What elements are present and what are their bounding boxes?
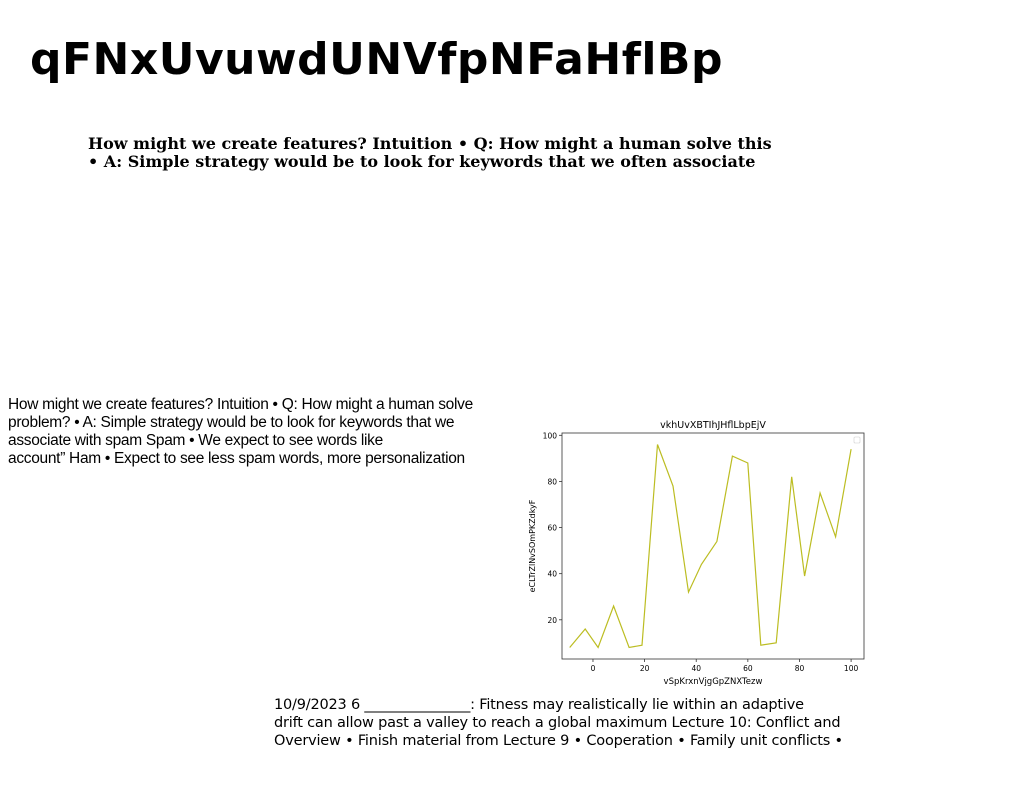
x-tick-label: 0 bbox=[591, 664, 596, 673]
left-paragraph-line: associate with spam Spam • We expect to … bbox=[8, 432, 383, 449]
chart-title: vkhUvXBTIhJHflLbpEjV bbox=[660, 420, 766, 431]
x-axis-label: vSpKrxnVjgGpZNXTezw bbox=[664, 677, 763, 687]
y-axis-label: eCLTrZlNvSOmPKZdkyF bbox=[528, 499, 537, 592]
x-axis: 0 20 40 60 80 100 bbox=[591, 659, 859, 673]
x-tick-label: 100 bbox=[844, 664, 859, 673]
bottom-paragraph: 10/9/2023 6 _______________: Fitness may… bbox=[274, 696, 874, 750]
legend-box bbox=[853, 436, 861, 444]
bottom-paragraph-line: Overview • Finish material from Lecture … bbox=[274, 733, 843, 749]
left-paragraph-line: How might we create features? Intuition … bbox=[8, 396, 473, 413]
y-tick-label: 40 bbox=[547, 570, 557, 579]
plot-area bbox=[561, 432, 865, 660]
page-title: qFNxUvuwdUNVfpNFaHflBp bbox=[30, 34, 723, 85]
x-tick-label: 60 bbox=[743, 664, 753, 673]
bottom-paragraph-line: 10/9/2023 6 _______________: Fitness may… bbox=[274, 697, 804, 713]
series-line bbox=[569, 444, 852, 649]
y-tick-label: 20 bbox=[547, 616, 557, 625]
x-tick-label: 20 bbox=[640, 664, 650, 673]
bold-paragraph-line: • A: Simple strategy would be to look fo… bbox=[88, 152, 756, 171]
y-tick-label: 80 bbox=[547, 477, 557, 486]
y-tick-label: 100 bbox=[543, 431, 558, 440]
left-paragraph: How might we create features? Intuition … bbox=[8, 396, 528, 468]
y-tick-label: 60 bbox=[547, 524, 557, 533]
y-axis: 20 40 60 80 100 bbox=[543, 431, 562, 625]
x-tick-label: 80 bbox=[795, 664, 805, 673]
bottom-paragraph-line: drift can allow past a valley to reach a… bbox=[274, 715, 841, 731]
bold-paragraph: How might we create features? Intuition … bbox=[88, 135, 808, 171]
x-tick-label: 40 bbox=[691, 664, 701, 673]
line-chart: vkhUvXBTIhJHflLbpEjV 0 20 40 60 80 100 20 40 60… bbox=[524, 414, 874, 690]
left-paragraph-line: problem? • A: Simple strategy would be t… bbox=[8, 414, 455, 431]
bold-paragraph-line: How might we create features? Intuition … bbox=[88, 134, 772, 153]
line-chart-svg: vkhUvXBTIhJHflLbpEjV 0 20 40 60 80 100 20 40 60… bbox=[528, 420, 865, 687]
left-paragraph-line: account” Ham • Expect to see less spam w… bbox=[8, 450, 465, 467]
